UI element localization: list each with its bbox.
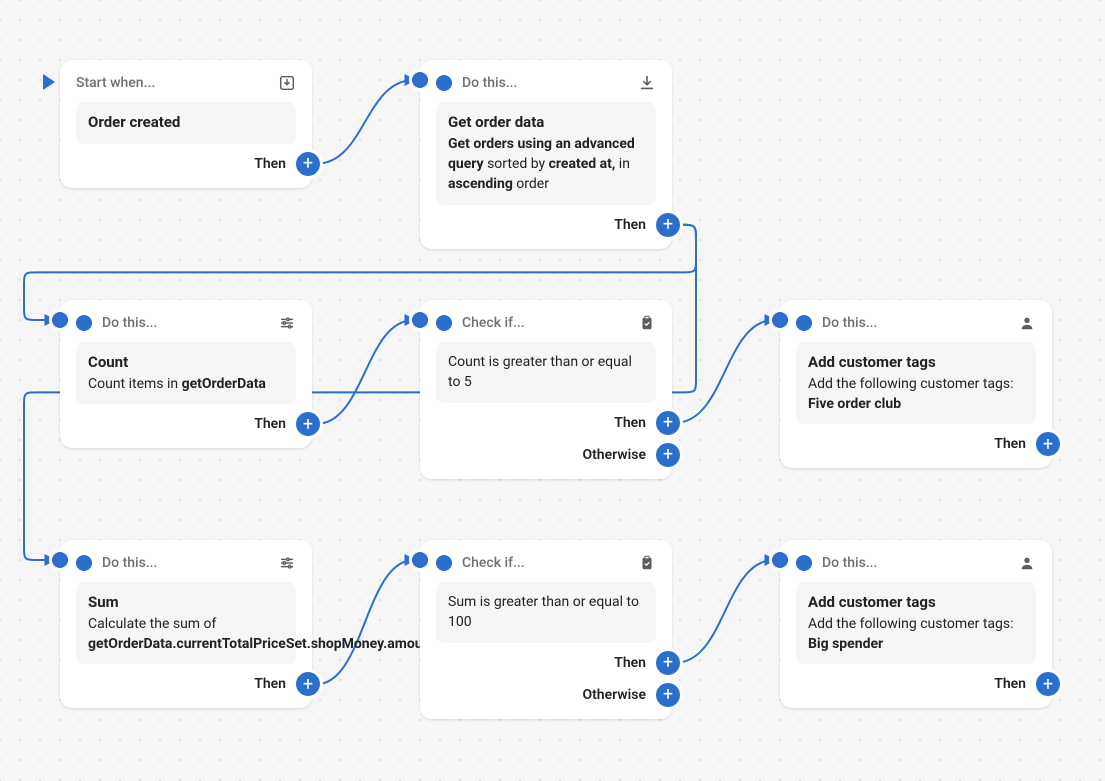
add-step-button[interactable]: + — [656, 683, 680, 707]
header-dot-icon — [796, 555, 812, 571]
card-description: Count items in getOrderData — [88, 374, 284, 394]
card-header: Start when... — [76, 74, 296, 92]
add-step-button[interactable]: + — [656, 213, 680, 237]
card-content: Order created — [76, 102, 296, 144]
add-step-button[interactable]: + — [656, 411, 680, 435]
exit-row-otherwise: Otherwise+ — [436, 443, 656, 467]
flow-canvas[interactable]: Start when...Order createdThen+Do this..… — [0, 0, 1105, 781]
card-title: Order created — [88, 112, 284, 134]
card-header: Check if... — [436, 554, 656, 572]
exit-label: Otherwise — [582, 447, 646, 463]
card-content: Sum is greater than or equal to 100 — [436, 582, 656, 643]
flow-node-n5[interactable]: Do this... Add customer tagsAdd the follo… — [780, 300, 1052, 468]
exit-row-then: Then+ — [436, 411, 656, 435]
exit-label: Then — [254, 676, 286, 692]
node-entry-dot — [412, 312, 428, 328]
add-step-button[interactable]: + — [656, 443, 680, 467]
card-content: CountCount items in getOrderData — [76, 342, 296, 404]
card-type-label: Do this... — [102, 315, 157, 331]
card-type-label: Check if... — [462, 315, 525, 331]
card-type-label: Start when... — [76, 75, 155, 91]
card-content: SumCalculate the sum of getOrderData.cur… — [76, 582, 296, 664]
card-title: Add customer tags — [808, 352, 1024, 374]
card-header: Do this... — [796, 554, 1036, 572]
exit-label: Then — [994, 436, 1026, 452]
flow-node-n8[interactable]: Do this... Add customer tagsAdd the follo… — [780, 540, 1052, 708]
flow-node-n1[interactable]: Start when... Order created Then+ — [60, 60, 312, 188]
card-title: Add customer tags — [808, 592, 1024, 614]
node-entry-dot — [772, 552, 788, 568]
node-entry-dot — [412, 552, 428, 568]
download-icon — [638, 74, 656, 92]
card-type-label: Do this... — [462, 75, 517, 91]
exit-label: Then — [614, 217, 646, 233]
card-type-label: Do this... — [822, 555, 877, 571]
exit-label: Then — [614, 415, 646, 431]
person-icon — [1018, 314, 1036, 332]
card-header: Do this... — [76, 554, 296, 572]
node-entry-dot — [772, 312, 788, 328]
exit-row-then: Then+ — [76, 672, 296, 696]
card-content: Get order dataGet orders using an advanc… — [436, 102, 656, 205]
card-description: Count is greater than or equal to 5 — [448, 352, 644, 393]
card-content: Add customer tagsAdd the following custo… — [796, 582, 1036, 664]
exit-label: Then — [994, 676, 1026, 692]
header-dot-icon — [436, 555, 452, 571]
add-step-button[interactable]: + — [296, 152, 320, 176]
clipboard-icon — [638, 554, 656, 572]
card-title: Sum — [88, 592, 284, 614]
node-entry-dot — [52, 312, 68, 328]
add-step-button[interactable]: + — [296, 672, 320, 696]
header-dot-icon — [76, 315, 92, 331]
import-icon — [278, 74, 296, 92]
node-entry-dot — [52, 552, 68, 568]
exit-label: Then — [254, 416, 286, 432]
tune-icon — [278, 314, 296, 332]
card-content: Count is greater than or equal to 5 — [436, 342, 656, 403]
flow-node-n7[interactable]: Check if... Sum is greater than or equal … — [420, 540, 672, 719]
card-description: Get orders using an advanced query sorte… — [448, 134, 644, 195]
card-content: Add customer tagsAdd the following custo… — [796, 342, 1036, 424]
card-header: Do this... — [796, 314, 1036, 332]
add-step-button[interactable]: + — [1036, 672, 1060, 696]
exit-row-then: Then+ — [436, 213, 656, 237]
header-dot-icon — [436, 315, 452, 331]
exit-row-otherwise: Otherwise+ — [436, 683, 656, 707]
card-header: Do this... — [436, 74, 656, 92]
header-dot-icon — [796, 315, 812, 331]
header-dot-icon — [76, 555, 92, 571]
exit-label: Then — [254, 156, 286, 172]
header-dot-icon — [436, 75, 452, 91]
card-title: Get order data — [448, 112, 644, 134]
card-type-label: Do this... — [102, 555, 157, 571]
clipboard-icon — [638, 314, 656, 332]
flow-node-n4[interactable]: Check if... Count is greater than or equa… — [420, 300, 672, 479]
tune-icon — [278, 554, 296, 572]
flow-node-n2[interactable]: Do this... Get order dataGet orders using… — [420, 60, 672, 249]
person-icon — [1018, 554, 1036, 572]
flow-node-n6[interactable]: Do this... SumCalculate the sum of getOrd… — [60, 540, 312, 708]
card-type-label: Do this... — [822, 315, 877, 331]
card-header: Do this... — [76, 314, 296, 332]
exit-row-then: Then+ — [796, 672, 1036, 696]
card-description: Add the following customer tags: Big spe… — [808, 614, 1024, 655]
card-title: Count — [88, 352, 284, 374]
add-step-button[interactable]: + — [1036, 432, 1060, 456]
card-description: Calculate the sum of getOrderData.curren… — [88, 614, 284, 655]
node-entry-dot — [412, 72, 428, 88]
exit-label: Then — [614, 655, 646, 671]
card-type-label: Check if... — [462, 555, 525, 571]
start-play-icon — [43, 74, 55, 90]
exit-row-then: Then+ — [76, 412, 296, 436]
flow-node-n3[interactable]: Do this... CountCount items in getOrderDa… — [60, 300, 312, 448]
add-step-button[interactable]: + — [656, 651, 680, 675]
exit-row-then: Then+ — [76, 152, 296, 176]
exit-label: Otherwise — [582, 687, 646, 703]
card-description: Sum is greater than or equal to 100 — [448, 592, 644, 633]
card-header: Check if... — [436, 314, 656, 332]
add-step-button[interactable]: + — [296, 412, 320, 436]
exit-row-then: Then+ — [796, 432, 1036, 456]
card-description: Add the following customer tags: Five or… — [808, 374, 1024, 415]
exit-row-then: Then+ — [436, 651, 656, 675]
